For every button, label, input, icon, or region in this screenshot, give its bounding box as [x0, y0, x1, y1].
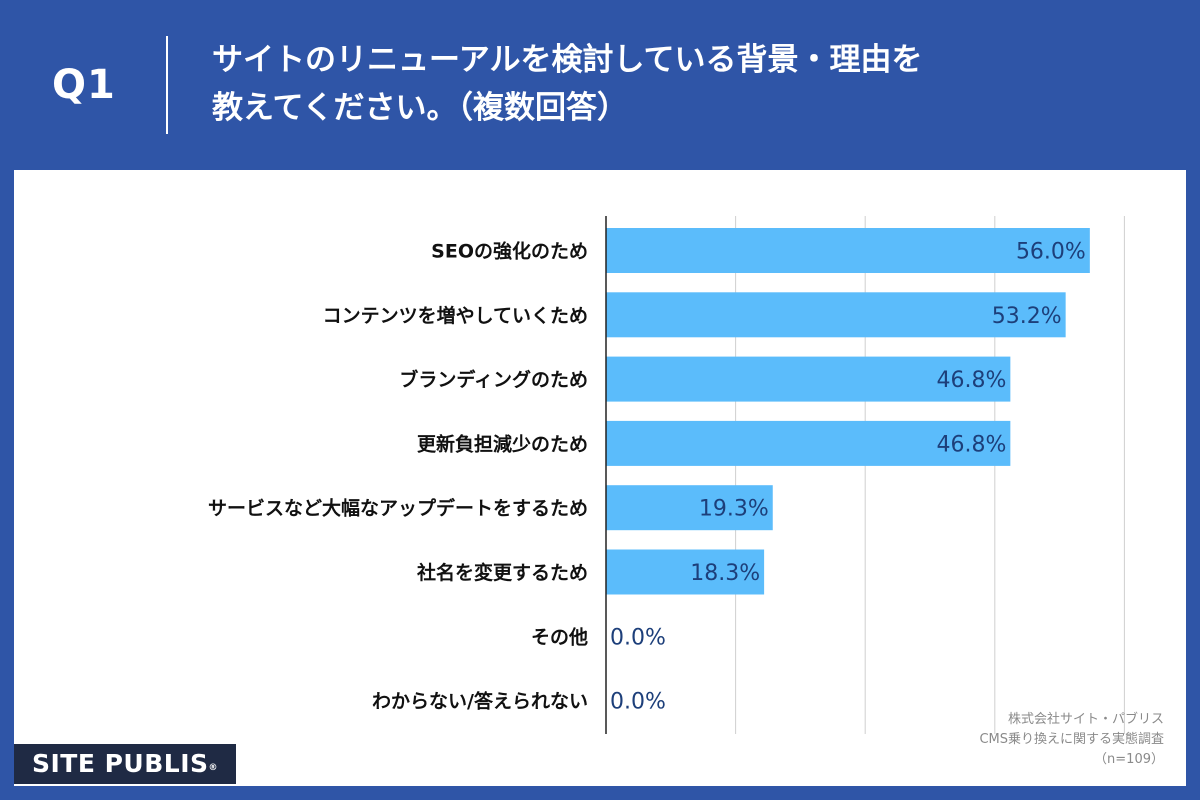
title-line-2: 教えてください。（複数回答）: [212, 90, 629, 126]
category-label: その他: [531, 625, 588, 648]
credit-company: 株式会社サイト・パブリス: [1007, 712, 1164, 727]
value-label: 0.0%: [610, 690, 666, 715]
credit-sample-size: （n=109）: [1094, 752, 1164, 767]
survey-credit: 株式会社サイト・パブリス CMS乗り換えに関する実態調査 （n=109）: [844, 710, 1164, 770]
bar: [606, 420, 1011, 466]
category-label: コンテンツを増やしていくため: [323, 304, 588, 327]
bar: [606, 549, 765, 595]
credit-survey: CMS乗り換えに関する実態調査: [979, 732, 1164, 747]
bar: [606, 228, 1090, 273]
value-label: 53.2%: [992, 304, 1062, 329]
bar: [606, 485, 773, 531]
logo-mark: ®: [208, 763, 219, 773]
category-label: 更新負担減少のため: [417, 432, 588, 455]
question-title: サイトのリニューアルを検討している背景・理由を 教えてください。（複数回答）: [212, 36, 1112, 132]
value-label: 0.0%: [610, 625, 666, 650]
category-label: SEOの強化のため: [431, 240, 588, 263]
category-label: サービスなど大幅なアップデートをするため: [208, 497, 588, 520]
category-label: 社名を変更するため: [416, 561, 588, 584]
category-label: ブランディングのため: [399, 368, 588, 391]
header-divider: [166, 36, 168, 134]
value-label: 19.3%: [699, 497, 769, 522]
value-label: 46.8%: [936, 368, 1006, 393]
value-label: 46.8%: [936, 432, 1006, 457]
value-label: 18.3%: [690, 561, 760, 586]
value-label: 56.0%: [1016, 240, 1086, 265]
bar: [606, 356, 1011, 402]
logo-text: SITE PUBLIS: [31, 749, 209, 778]
category-label: わからない/答えられない: [372, 690, 588, 713]
header: Q1 サイトのリニューアルを検討している背景・理由を 教えてください。（複数回答…: [0, 0, 1200, 170]
title-line-1: サイトのリニューアルを検討している背景・理由を: [212, 42, 923, 78]
bar: [606, 292, 1066, 338]
site-publis-logo: SITE PUBLIS®: [14, 744, 236, 784]
question-number: Q1: [52, 62, 116, 108]
